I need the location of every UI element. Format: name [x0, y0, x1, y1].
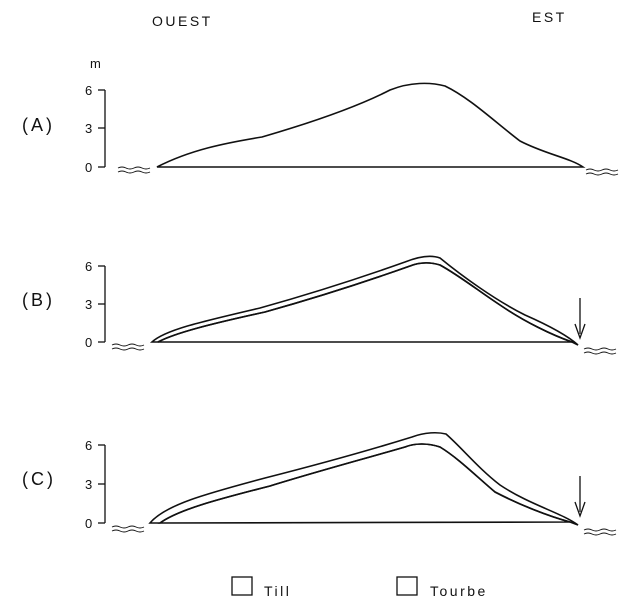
east-label: EST: [532, 9, 567, 25]
tick-3: 3: [85, 297, 92, 312]
tick-6: 6: [85, 259, 92, 274]
legend-till-label: Till: [264, 583, 291, 599]
subsidence-arrow-b: [574, 298, 586, 340]
panel-b-label: (B): [22, 290, 55, 310]
panel-b: (B) 6 3 0: [22, 255, 617, 355]
legend: Till Tourbe: [231, 576, 488, 599]
panel-c-label: (C): [22, 469, 56, 489]
peat-swatch: [396, 576, 418, 596]
subsidence-arrow-c: [574, 476, 586, 518]
tick-3: 3: [85, 477, 92, 492]
panel-c: (C) 6 3 0: [22, 431, 617, 536]
water-left-b: [111, 343, 145, 351]
panel-c-axis: 6 3 0: [85, 438, 106, 531]
till-body-c: [157, 443, 571, 524]
tick-3: 3: [85, 121, 92, 136]
west-label: OUEST: [152, 13, 213, 29]
axis-unit: m: [90, 56, 101, 71]
tick-0: 0: [85, 160, 92, 175]
water-right-a: [585, 168, 619, 176]
tick-6: 6: [85, 83, 92, 98]
till-body-a: [156, 82, 586, 168]
peat-cover-b: [149, 255, 579, 346]
water-left-c: [111, 525, 145, 533]
legend-peat-label: Tourbe: [430, 583, 488, 599]
panel-a: (A) m 6 3 0: [22, 56, 619, 176]
legend-till: Till: [231, 576, 291, 599]
panel-a-label: (A): [22, 115, 55, 135]
water-right-c: [583, 528, 617, 536]
tick-0: 0: [85, 335, 92, 350]
till-body-b: [157, 262, 573, 343]
legend-peat: Tourbe: [396, 576, 488, 599]
peat-cover-c: [148, 431, 579, 526]
tick-0: 0: [85, 516, 92, 531]
till-swatch: [231, 576, 253, 596]
panel-b-axis: 6 3 0: [85, 259, 106, 350]
water-left-a: [117, 166, 151, 174]
water-right-b: [583, 347, 617, 355]
panel-a-axis: 6 3 0: [85, 83, 106, 175]
tick-6: 6: [85, 438, 92, 453]
